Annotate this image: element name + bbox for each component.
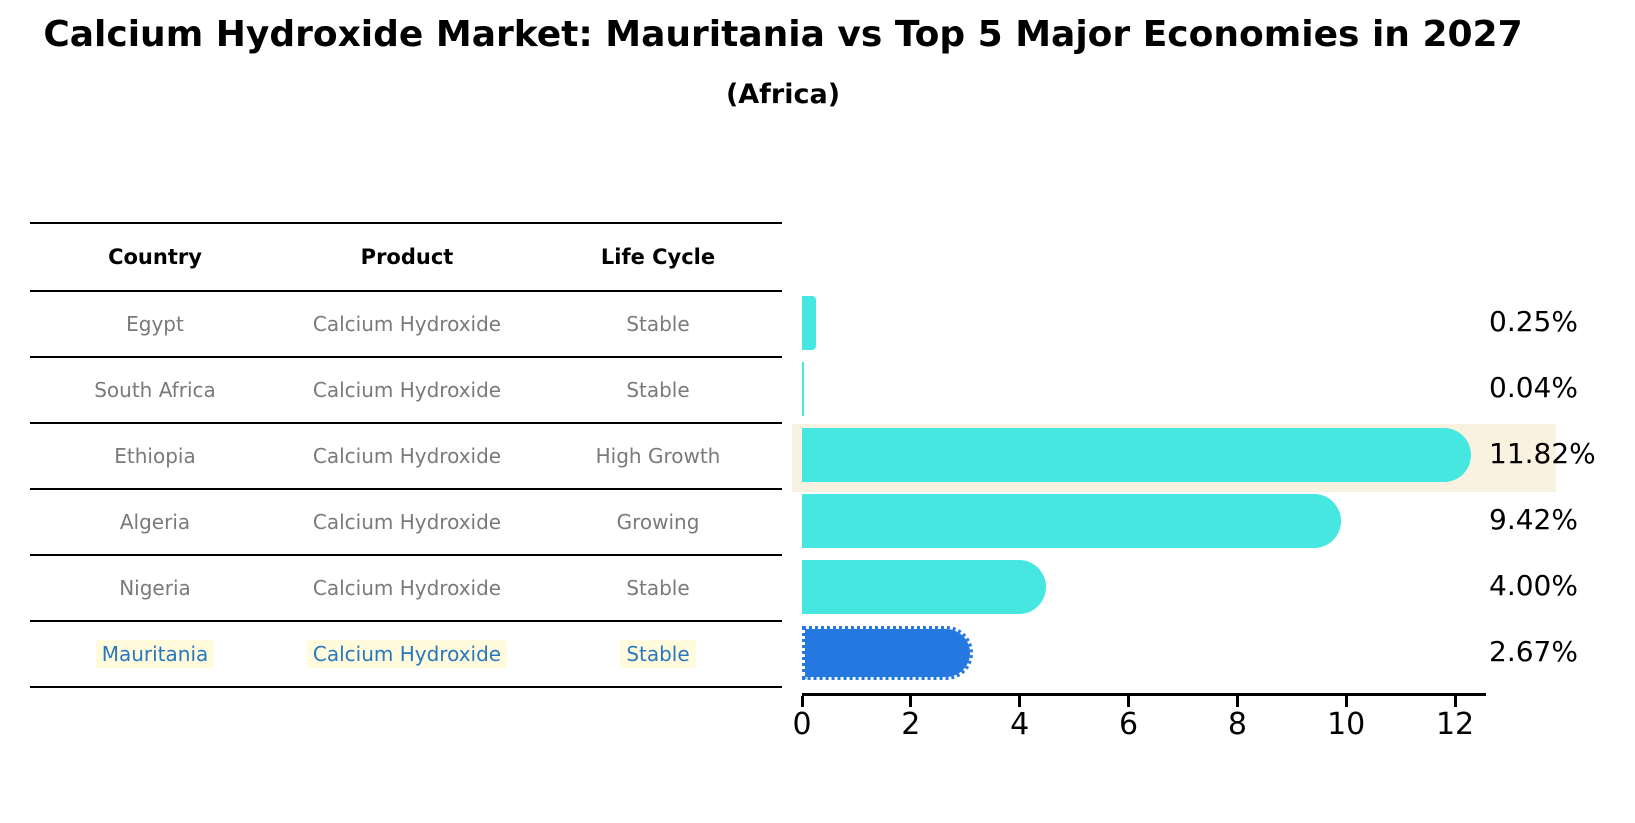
- column-header-product: Product: [360, 245, 454, 269]
- x-axis-tick: [1018, 696, 1022, 707]
- row-product: Calcium Hydroxide: [312, 576, 502, 600]
- bar-egypt: [802, 296, 816, 350]
- value-label-ethiopia: 11.82%: [1489, 437, 1596, 470]
- bar-mauritania: [802, 626, 974, 680]
- row-product: Calcium Hydroxide: [312, 444, 502, 468]
- row-product: Calcium Hydroxide: [280, 640, 534, 668]
- value-label-egypt: 0.25%: [1489, 305, 1578, 338]
- row-life-cycle: Growing: [616, 510, 700, 534]
- row-country: Nigeria: [119, 576, 191, 600]
- value-label-mauritania: 2.67%: [1489, 635, 1578, 668]
- x-axis-tick-label: 4: [1010, 707, 1030, 742]
- table-row-nigeria: Nigeria Calcium Hydroxide Stable: [30, 556, 782, 622]
- row-life-cycle: Stable: [626, 576, 690, 600]
- x-axis-tick-label: 2: [901, 707, 921, 742]
- value-label-algeria: 9.42%: [1489, 503, 1578, 536]
- x-axis-tick: [1235, 696, 1239, 707]
- row-life-cycle: Stable: [626, 378, 690, 402]
- table-row-ethiopia: Ethiopia Calcium Hydroxide High Growth: [30, 424, 782, 490]
- column-header-country: Country: [108, 245, 202, 269]
- row-product: Calcium Hydroxide: [312, 378, 502, 402]
- x-axis-tick-label: 8: [1227, 707, 1247, 742]
- row-product: Calcium Hydroxide: [312, 510, 502, 534]
- table-row-egypt: Egypt Calcium Hydroxide Stable: [30, 292, 782, 358]
- x-axis-tick-label: 0: [792, 707, 812, 742]
- row-life-cycle: Stable: [626, 312, 690, 336]
- x-axis-tick: [800, 696, 804, 707]
- x-axis-tick-label: 10: [1327, 707, 1366, 742]
- x-axis-tick: [1127, 696, 1131, 707]
- chart-title: Calcium Hydroxide Market: Mauritania vs …: [43, 14, 1523, 55]
- row-country: Ethiopia: [114, 444, 196, 468]
- x-axis-tick-label: 12: [1435, 707, 1475, 742]
- x-axis-tick: [1453, 696, 1457, 707]
- row-country: Mauritania: [30, 640, 280, 668]
- table-header-row: Country Product Life Cycle: [30, 224, 782, 292]
- chart-subtitle: (Africa): [725, 79, 841, 110]
- value-label-nigeria: 4.00%: [1489, 569, 1578, 602]
- x-axis-tick: [909, 696, 913, 707]
- row-country: Egypt: [126, 312, 184, 336]
- x-axis-tick-label: 6: [1118, 707, 1139, 742]
- table-row-algeria: Algeria Calcium Hydroxide Growing: [30, 490, 782, 556]
- bar-south-africa: [802, 362, 805, 416]
- x-axis-tick: [1344, 696, 1348, 707]
- bar-ethiopia: [802, 428, 1472, 482]
- row-life-cycle: High Growth: [595, 444, 721, 468]
- row-life-cycle: Stable: [534, 640, 782, 668]
- row-product: Calcium Hydroxide: [312, 312, 502, 336]
- table-row-south-africa: South Africa Calcium Hydroxide Stable: [30, 358, 782, 424]
- column-header-life-cycle: Life Cycle: [600, 245, 716, 269]
- value-label-south-africa: 0.04%: [1489, 371, 1578, 404]
- table-row-mauritania: Mauritania Calcium Hydroxide Stable: [30, 622, 782, 688]
- bar-nigeria: [802, 560, 1046, 614]
- row-country: Algeria: [119, 510, 191, 534]
- row-country: South Africa: [94, 378, 216, 402]
- country-table: Country Product Life Cycle Egypt Calcium …: [30, 222, 782, 688]
- bar-algeria: [802, 494, 1341, 548]
- x-axis-line: [802, 693, 1486, 696]
